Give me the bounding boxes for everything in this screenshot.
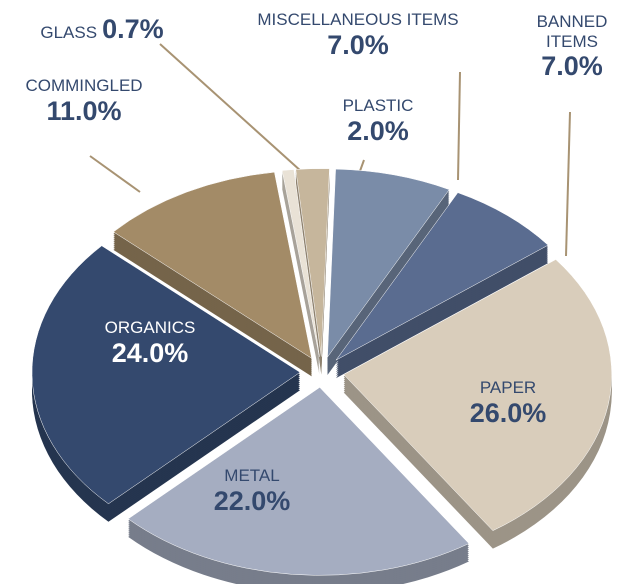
leader-line [89,155,141,193]
slice-side [282,175,320,363]
category-name: BANNED ITEMS [536,12,608,51]
value-label: 22.0% [213,485,291,516]
category-name: ORGANICS [104,318,196,337]
slice [327,168,450,358]
category-name: PAPER [479,378,537,397]
value-label: 2.0% [347,115,409,146]
slice-label: METAL 22.0% [214,466,291,517]
slice-side [282,181,320,369]
slice-side [282,185,320,373]
leader-line [457,71,461,181]
slice-side [282,177,320,365]
value-label: 24.0% [111,337,189,368]
slice [127,387,470,576]
category-name: METAL [224,466,280,485]
value-label: 7.0% [541,51,603,82]
slice-side [282,173,320,361]
slice-label: COMMINGLED 11.0% [25,76,142,127]
leader-line [159,43,303,173]
leader-lines [89,43,571,257]
slice-label: GLASS 0.7% [40,14,163,45]
category-name: MISCELLANEOUS ITEMS [257,10,459,29]
slice [343,259,612,531]
category-name: PLASTIC [342,96,414,115]
slice-label: PLASTIC 2.0% [343,96,414,147]
slice [335,192,549,361]
slice [295,168,330,357]
slice-label: PAPER 26.0% [470,378,547,429]
slice [113,171,313,359]
slice [281,169,320,357]
value-label: 11.0% [46,95,122,126]
slice-side [282,183,320,371]
slice-side [282,187,320,375]
slice-label: MISCELLANEOUS ITEMS 7.0% [257,10,458,61]
value-label: 0.7% [102,14,164,44]
leader-line [565,111,571,257]
slice-label: ORGANICS 24.0% [105,318,196,369]
slice-side [282,179,320,367]
slice [31,245,301,505]
category-name: GLASS [40,23,98,42]
category-name: COMMINGLED [25,76,143,95]
value-label: 26.0% [469,397,547,428]
value-label: 7.0% [327,29,389,60]
slice-label: BANNED ITEMS 7.0% [530,12,614,82]
